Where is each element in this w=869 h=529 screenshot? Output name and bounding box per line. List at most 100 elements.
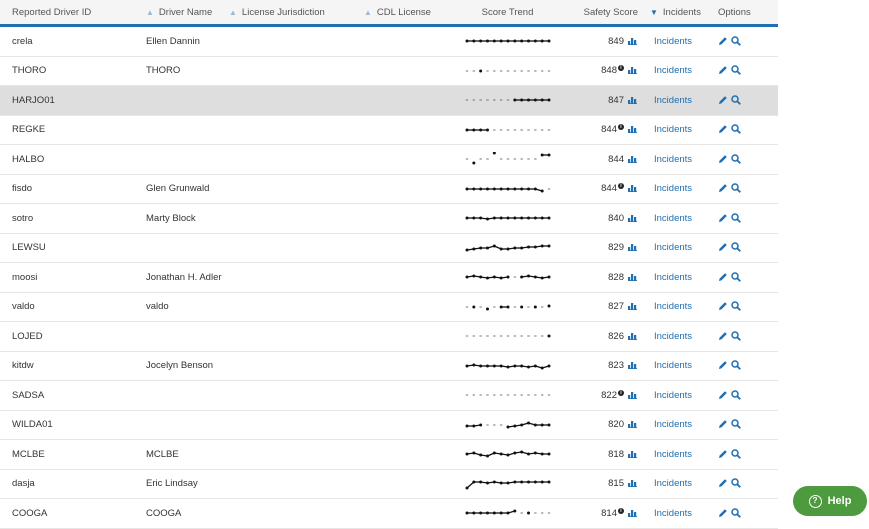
incidents-link[interactable]: Incidents	[654, 360, 693, 372]
pencil-icon[interactable]	[718, 272, 728, 282]
pencil-icon[interactable]	[718, 390, 728, 400]
table-row[interactable]: WILDA01 820 Incidents	[0, 411, 778, 440]
table-row[interactable]: THORO THORO 848 i Incidents	[0, 57, 778, 86]
bar-chart-icon[interactable]	[628, 478, 638, 488]
pencil-icon[interactable]	[718, 213, 728, 223]
bar-chart-icon[interactable]	[628, 449, 638, 458]
info-icon[interactable]: i	[618, 183, 624, 190]
col-license-jurisdiction[interactable]: ▲︎ License Jurisdiction	[229, 7, 364, 18]
search-icon[interactable]	[731, 213, 741, 223]
incidents-link[interactable]: Incidents	[654, 94, 693, 106]
table-row[interactable]: LOJED 826 Incidents	[0, 322, 778, 352]
trend-point	[512, 509, 516, 513]
table-row[interactable]: HALBO 844 Incidents	[0, 145, 778, 175]
search-icon[interactable]	[731, 478, 741, 489]
bar-chart-icon[interactable]	[628, 154, 638, 163]
table-row[interactable]: moosi Jonathan H. Adler 828 Incidents	[0, 263, 778, 293]
pencil-icon[interactable]	[718, 419, 728, 429]
info-icon[interactable]: i	[618, 65, 624, 72]
bar-chart-icon[interactable]	[628, 301, 638, 311]
incidents-link[interactable]: Incidents	[654, 35, 693, 47]
bar-chart-icon[interactable]	[628, 272, 638, 281]
table-row[interactable]: MCLBE MCLBE 818 Incidents	[0, 440, 778, 470]
search-icon[interactable]	[731, 183, 741, 194]
pencil-icon[interactable]	[718, 449, 728, 459]
incidents-link[interactable]: Incidents	[654, 330, 693, 342]
bar-chart-icon[interactable]	[628, 508, 638, 517]
pencil-icon[interactable]	[718, 65, 728, 75]
bar-chart-icon[interactable]	[628, 65, 638, 75]
table-row[interactable]: fisdo Glen Grunwald 844 i Incidents	[0, 175, 778, 204]
bar-chart-icon[interactable]	[628, 242, 638, 252]
bar-chart-icon[interactable]	[628, 419, 638, 429]
incidents-link[interactable]: Incidents	[654, 389, 693, 401]
incidents-link[interactable]: Incidents	[654, 153, 693, 165]
pencil-icon[interactable]	[718, 478, 728, 488]
col-safety-score[interactable]: Safety Score	[562, 7, 642, 18]
incidents-link[interactable]: Incidents	[654, 212, 693, 224]
search-icon[interactable]	[731, 272, 741, 282]
bar-chart-icon[interactable]	[628, 36, 638, 45]
search-icon[interactable]	[731, 95, 741, 105]
incidents-link[interactable]: Incidents	[654, 448, 693, 460]
bar-chart-icon[interactable]	[628, 95, 638, 104]
search-icon[interactable]	[731, 360, 741, 371]
bar-chart-icon[interactable]	[628, 390, 638, 399]
pencil-icon[interactable]	[718, 95, 728, 105]
options-cell	[710, 331, 776, 342]
table-row[interactable]: LEWSU 829 Incidents	[0, 234, 778, 263]
table-row[interactable]: SADSA 822 i Incidents	[0, 381, 778, 411]
search-icon[interactable]	[731, 301, 741, 312]
table-row[interactable]: REGKE 844 i Incidents	[0, 116, 778, 145]
col-reported-driver-id[interactable]: Reported Driver ID	[0, 7, 133, 18]
pencil-icon[interactable]	[718, 242, 728, 252]
search-icon[interactable]	[731, 242, 741, 253]
pencil-icon[interactable]	[718, 154, 728, 164]
search-icon[interactable]	[731, 65, 741, 76]
incidents-link[interactable]: Incidents	[654, 242, 693, 254]
col-driver-name[interactable]: ▲︎ Driver Name	[133, 7, 229, 18]
table-row[interactable]: kitdw Jocelyn Benson 823 Incidents	[0, 352, 778, 381]
search-icon[interactable]	[731, 508, 741, 518]
pencil-icon[interactable]	[718, 360, 728, 370]
table-row[interactable]: dasja Eric Lindsay 815 Incidents	[0, 470, 778, 499]
pencil-icon[interactable]	[718, 124, 728, 134]
search-icon[interactable]	[731, 124, 741, 135]
info-icon[interactable]: i	[618, 124, 624, 131]
pencil-icon[interactable]	[718, 183, 728, 193]
pencil-icon[interactable]	[718, 331, 728, 341]
bar-chart-icon[interactable]	[628, 183, 638, 193]
info-icon[interactable]: i	[618, 507, 624, 514]
search-icon[interactable]	[731, 390, 741, 400]
help-button[interactable]: ? Help	[793, 486, 867, 516]
table-row[interactable]: valdo valdo 827 Incidents	[0, 293, 778, 322]
info-icon[interactable]: i	[618, 389, 624, 396]
incidents-link[interactable]: Incidents	[654, 507, 693, 519]
search-icon[interactable]	[731, 331, 741, 341]
search-icon[interactable]	[731, 36, 741, 46]
safety-score-value: 827	[608, 301, 624, 313]
incidents-link[interactable]: Incidents	[654, 183, 693, 195]
table-row[interactable]: sotro Marty Block 840 Incidents	[0, 204, 778, 234]
bar-chart-icon[interactable]	[628, 360, 638, 370]
search-icon[interactable]	[731, 449, 741, 459]
incidents-link[interactable]: Incidents	[654, 301, 693, 313]
table-row[interactable]: COOGA COOGA 814 i Incidents	[0, 499, 778, 529]
incidents-link[interactable]: Incidents	[654, 478, 693, 490]
table-row[interactable]: HARJO01 847 Incidents	[0, 86, 778, 116]
table-row[interactable]: crela Ellen Dannin 849 Incidents	[0, 27, 778, 57]
bar-chart-icon[interactable]	[628, 213, 638, 222]
search-icon[interactable]	[731, 154, 741, 164]
col-incidents[interactable]: ▼︎ Incidents	[642, 7, 710, 18]
col-cdl-license[interactable]: ▲︎ CDL License	[364, 7, 453, 18]
pencil-icon[interactable]	[718, 36, 728, 46]
incidents-link[interactable]: Incidents	[654, 271, 693, 283]
search-icon[interactable]	[731, 419, 741, 430]
pencil-icon[interactable]	[718, 508, 728, 518]
pencil-icon[interactable]	[718, 301, 728, 311]
incidents-link[interactable]: Incidents	[654, 124, 693, 136]
incidents-link[interactable]: Incidents	[654, 65, 693, 77]
bar-chart-icon[interactable]	[628, 331, 638, 340]
incidents-link[interactable]: Incidents	[654, 419, 693, 431]
bar-chart-icon[interactable]	[628, 124, 638, 134]
